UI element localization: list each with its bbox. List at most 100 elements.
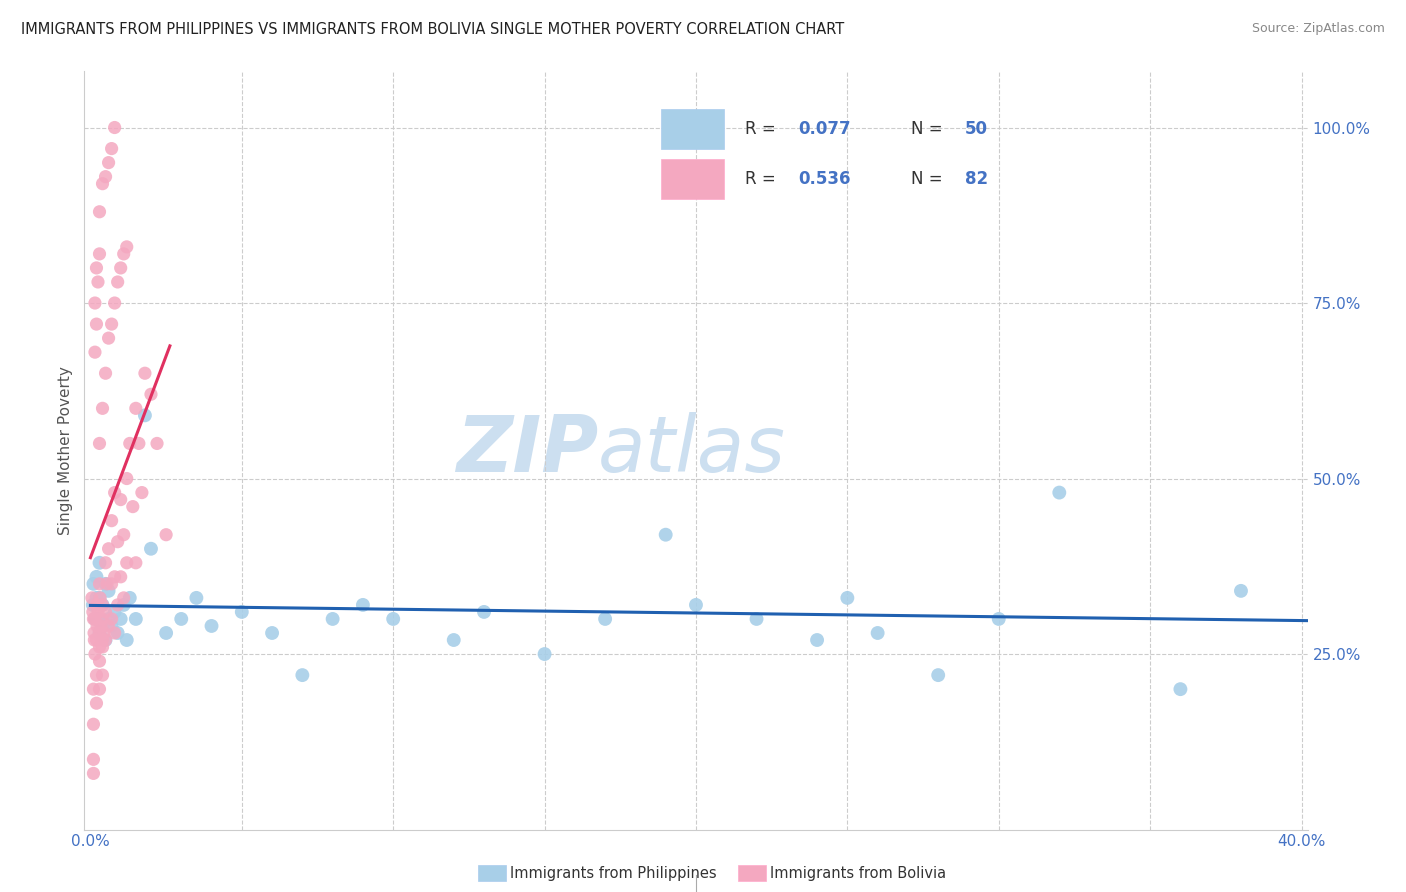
Point xyxy=(91,598,114,612)
Point xyxy=(84,296,107,310)
Point xyxy=(139,541,162,556)
Point xyxy=(89,640,111,654)
Point xyxy=(104,626,127,640)
Point xyxy=(89,247,111,261)
Point xyxy=(91,668,114,682)
Point xyxy=(83,626,105,640)
Point xyxy=(382,612,405,626)
Point xyxy=(745,612,768,626)
Text: Immigrants from Philippines: Immigrants from Philippines xyxy=(510,866,717,880)
Point xyxy=(107,534,129,549)
Point xyxy=(82,752,104,766)
Point xyxy=(110,260,132,275)
Point xyxy=(112,527,135,541)
Text: Immigrants from Bolivia: Immigrants from Bolivia xyxy=(770,866,946,880)
Text: atlas: atlas xyxy=(598,412,786,489)
Text: Source: ZipAtlas.com: Source: ZipAtlas.com xyxy=(1251,22,1385,36)
Point xyxy=(155,626,177,640)
Point xyxy=(94,169,117,184)
Point xyxy=(110,492,132,507)
Point xyxy=(91,598,114,612)
Point xyxy=(291,668,314,682)
Point xyxy=(89,577,111,591)
Point xyxy=(112,591,135,605)
Point xyxy=(104,570,127,584)
Point xyxy=(110,570,132,584)
Point xyxy=(97,541,120,556)
Text: IMMIGRANTS FROM PHILIPPINES VS IMMIGRANTS FROM BOLIVIA SINGLE MOTHER POVERTY COR: IMMIGRANTS FROM PHILIPPINES VS IMMIGRANT… xyxy=(21,22,845,37)
Point xyxy=(86,696,108,710)
Point xyxy=(91,633,114,648)
Point xyxy=(200,619,222,633)
Point xyxy=(82,682,104,697)
Point xyxy=(155,527,177,541)
Point xyxy=(134,409,156,423)
Point xyxy=(112,598,135,612)
Point xyxy=(83,633,105,648)
Point xyxy=(94,605,117,619)
Point xyxy=(654,527,676,541)
Point xyxy=(91,619,114,633)
Point xyxy=(1047,485,1070,500)
Point xyxy=(121,500,143,514)
Point xyxy=(115,471,138,485)
Point xyxy=(94,556,117,570)
Point xyxy=(139,387,162,401)
Point xyxy=(104,120,127,135)
Point xyxy=(89,626,111,640)
Point xyxy=(104,605,127,619)
Point xyxy=(94,577,117,591)
Text: ZIP: ZIP xyxy=(456,412,598,489)
Point xyxy=(262,626,284,640)
Point xyxy=(86,570,108,584)
Point xyxy=(100,577,122,591)
Point xyxy=(443,633,465,648)
Point xyxy=(87,275,110,289)
Point xyxy=(94,366,117,380)
Point xyxy=(89,654,111,668)
Point xyxy=(806,633,828,648)
Point xyxy=(115,633,138,648)
Point xyxy=(146,436,169,450)
Point xyxy=(118,591,141,605)
Point xyxy=(100,619,122,633)
Point xyxy=(86,633,108,648)
Point xyxy=(134,366,156,380)
Point xyxy=(91,401,114,416)
Point xyxy=(125,612,148,626)
Point xyxy=(837,591,859,605)
Point xyxy=(86,619,108,633)
Point xyxy=(104,485,127,500)
Point xyxy=(112,247,135,261)
Point xyxy=(86,598,108,612)
Point xyxy=(86,668,108,682)
Point xyxy=(131,485,153,500)
Point xyxy=(91,640,114,654)
Point xyxy=(94,633,117,648)
Point xyxy=(100,142,122,156)
Point xyxy=(82,577,104,591)
Point xyxy=(91,177,114,191)
Point xyxy=(352,598,374,612)
Point xyxy=(89,436,111,450)
Point xyxy=(107,598,129,612)
Point xyxy=(100,317,122,331)
Point xyxy=(84,345,107,359)
Point xyxy=(82,612,104,626)
Point xyxy=(82,766,104,780)
Point xyxy=(115,240,138,254)
Point xyxy=(84,647,107,661)
Point xyxy=(125,401,148,416)
Point xyxy=(90,612,112,626)
Point xyxy=(128,436,150,450)
Point xyxy=(89,626,111,640)
Point xyxy=(125,556,148,570)
Point xyxy=(231,605,253,619)
Point xyxy=(927,668,949,682)
Point xyxy=(89,682,111,697)
Point xyxy=(94,633,117,648)
Point xyxy=(533,647,555,661)
Point xyxy=(82,717,104,731)
Point xyxy=(104,296,127,310)
Point xyxy=(89,204,111,219)
